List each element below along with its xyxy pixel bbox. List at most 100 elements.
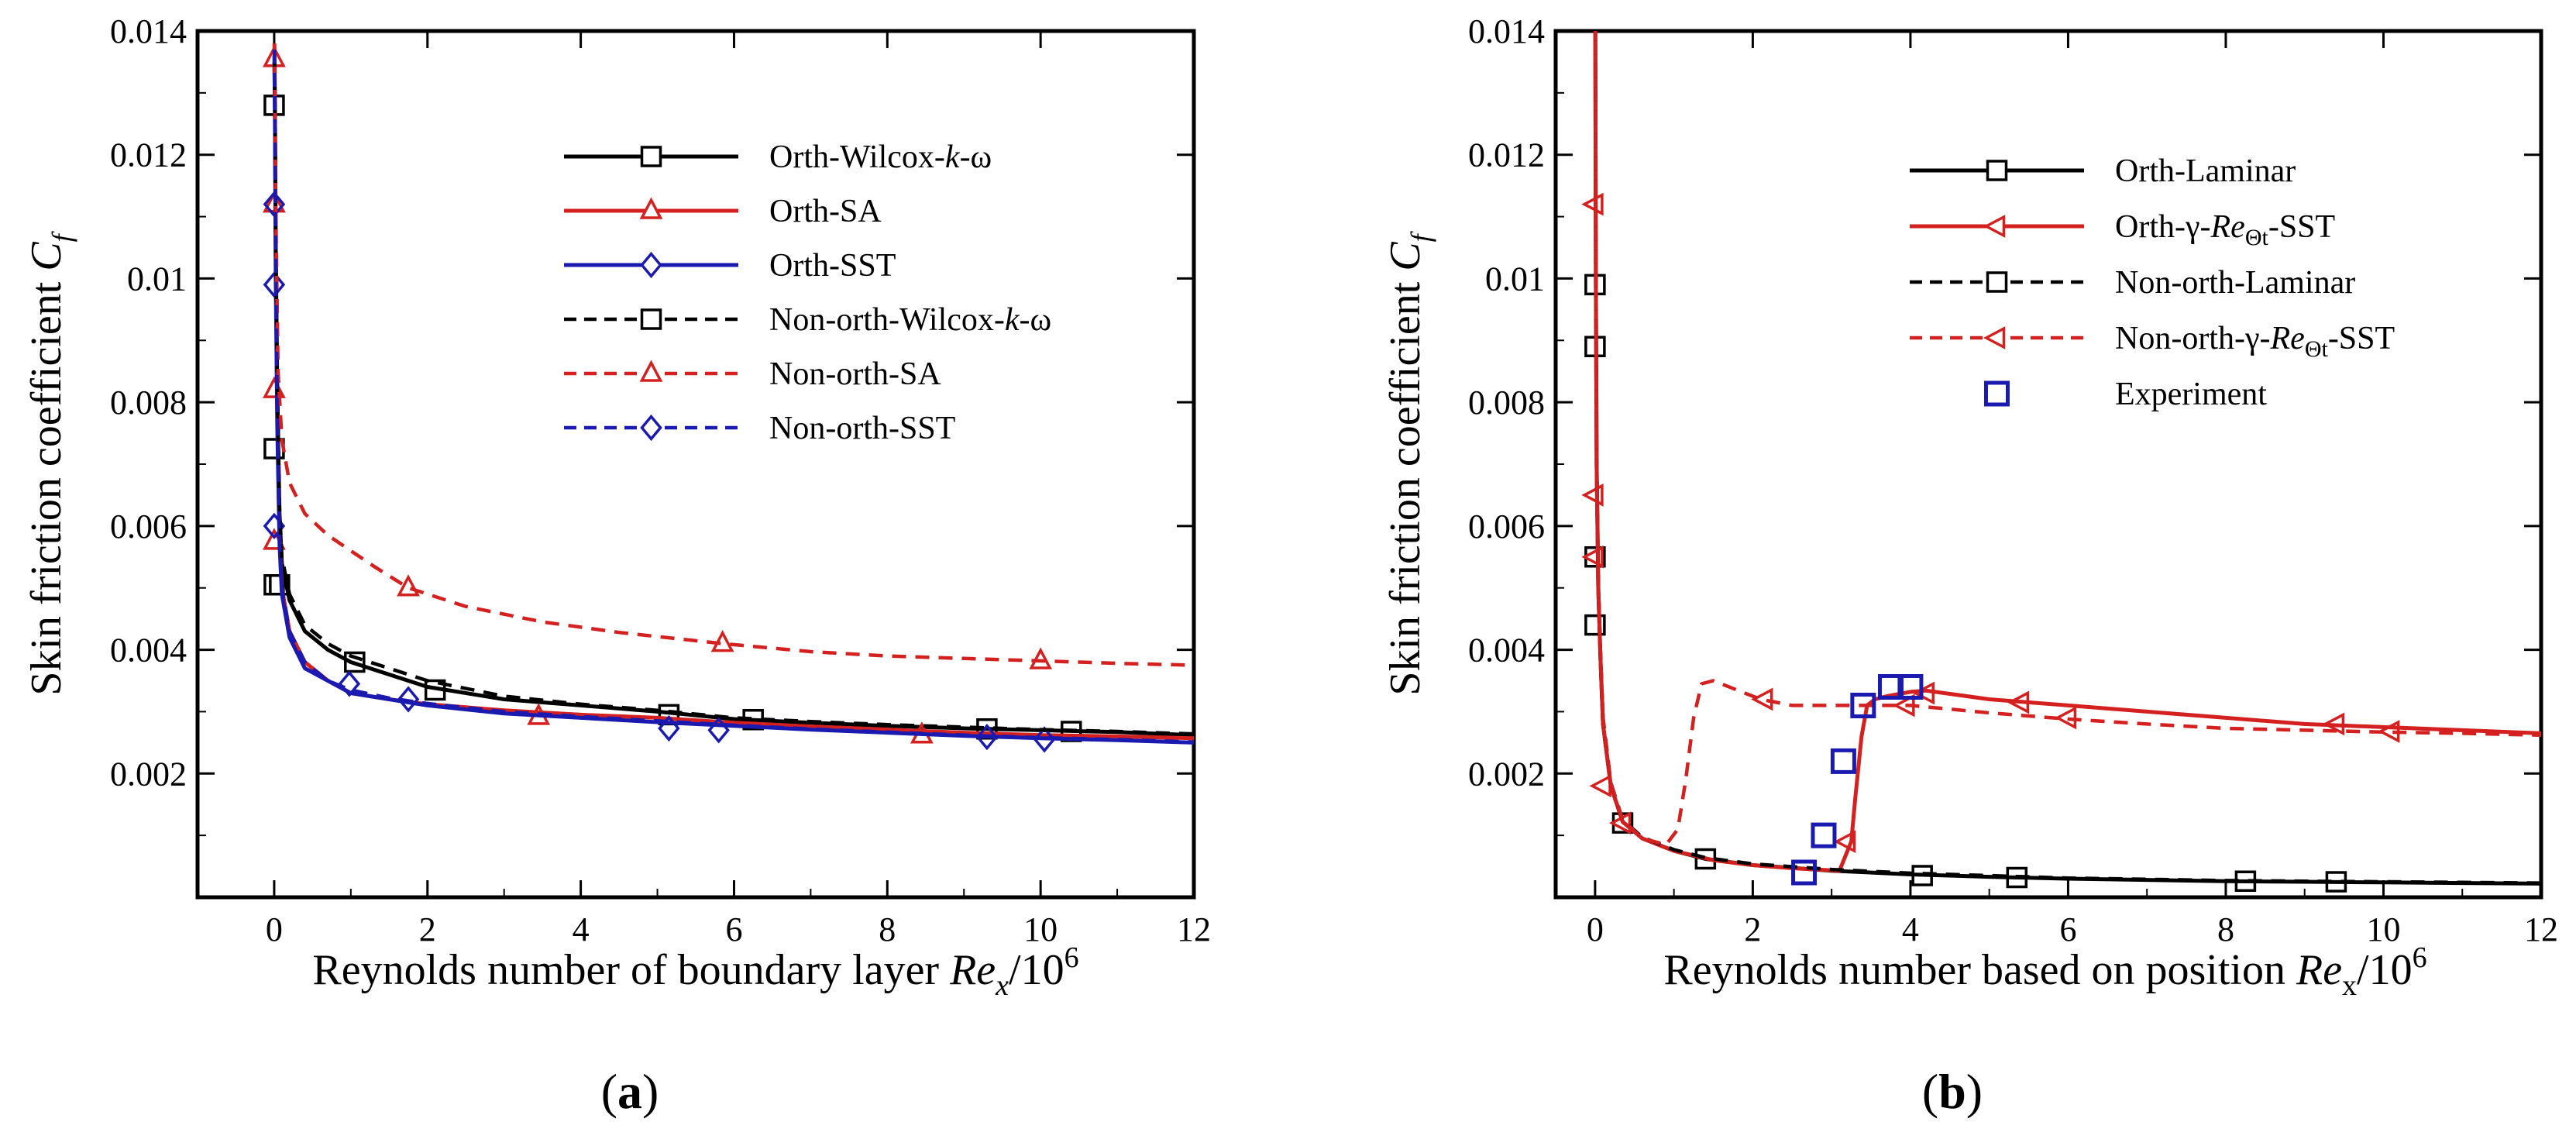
chart-a-ytick-label: 0.01 <box>127 260 187 298</box>
chart-a-marker-4 <box>710 630 734 652</box>
chart-b-xtick-label: 10 <box>2366 910 2400 948</box>
chart-b-ytick-label: 0.006 <box>1468 508 1545 545</box>
chart-a-legend-marker <box>640 414 662 442</box>
chart-b-marker-1 <box>2322 712 2345 736</box>
chart-a-xtick-label: 6 <box>725 910 742 948</box>
chart-b-ytick-label: 0.008 <box>1468 384 1545 422</box>
chart-a-marker-4 <box>1029 647 1053 669</box>
chart-a-xtick-label: 2 <box>419 910 436 948</box>
chart-b-caption: (b) <box>1922 1064 1983 1119</box>
chart-a-series-line-2 <box>272 55 1194 745</box>
chart-b-marker-1 <box>1912 681 1935 705</box>
chart-a-legend-item: Orth-SA <box>564 194 882 229</box>
chart-b-series-line-2 <box>1593 31 2541 885</box>
chart-b-marker-0 <box>2234 870 2257 892</box>
chart-a-legend-label: Orth-Wilcox-k-ω <box>769 139 992 175</box>
chart-a-marker-2 <box>975 724 999 751</box>
chart-a-frame <box>195 29 1196 900</box>
chart-a-ytick-label: 0.008 <box>110 384 187 422</box>
chart-b-ytick-label: 0.01 <box>1485 260 1545 298</box>
chart-b-series-line-3 <box>1593 31 2541 847</box>
chart-b-legend-item: Non-orth-γ-ReΘt-SST <box>1910 321 2395 362</box>
chart-b-ytick-label: 0.004 <box>1468 632 1545 669</box>
chart-a-series <box>263 43 1194 753</box>
chart-a-legend-item: Non-orth-SA <box>564 356 941 392</box>
chart-b-legend-item: Non-orth-Laminar <box>1910 265 2355 301</box>
chart-a-legend: Orth-Wilcox-k-ω Orth-SA Orth-SST Non-orth-W… <box>564 139 1051 446</box>
chart-b-legend-marker <box>1983 326 2006 349</box>
chart-b-ytick-label: 0.014 <box>1468 12 1545 50</box>
chart-a-marker-0 <box>344 651 366 673</box>
chart-a-legend-marker <box>640 146 662 167</box>
chart-a-marker-2 <box>397 686 420 713</box>
chart-b-marker-0 <box>2325 871 2347 893</box>
chart-b-marker-1 <box>1581 484 1604 507</box>
chart-b-ytick-label: 0.012 <box>1468 136 1545 174</box>
chart-a-legend-item: Non-orth-SST <box>564 411 955 446</box>
chart-b-legend-label: Orth-γ-ReΘt-SST <box>2115 209 2335 250</box>
chart-b-legend-label: Experiment <box>2115 377 2267 412</box>
chart-b-legend-marker <box>1986 160 2008 181</box>
chart-b-marker-0 <box>1584 336 1606 358</box>
chart-a-series-line-4 <box>272 43 1194 667</box>
chart-a-xtick-label: 0 <box>266 910 283 948</box>
chart-b-legend-marker <box>1983 215 2006 238</box>
chart-b-series-line-0 <box>1593 31 2541 886</box>
chart-b-xtick-label: 12 <box>2524 910 2558 948</box>
chart-b-marker-4 <box>1811 822 1837 848</box>
chart-b-series-line-1 <box>1593 31 2541 873</box>
chart-a-legend-marker <box>639 197 663 219</box>
chart-b-legend: Orth-Laminar Orth-γ-ReΘt-SST Non-orth-Lami… <box>1910 153 2395 412</box>
chart-a-marker-2 <box>263 271 286 298</box>
chart-a-marker-2 <box>338 670 361 697</box>
chart-b-marker-0 <box>2006 866 2028 889</box>
chart-b-marker-1 <box>1833 830 1856 854</box>
chart-b-marker-0 <box>1694 848 1717 870</box>
chart-b-legend-label: Orth-Laminar <box>2115 153 2296 189</box>
chart-a-marker-0 <box>263 95 285 116</box>
chart-b-marker-4 <box>1850 692 1876 718</box>
chart-a-series-line-5 <box>272 49 1194 744</box>
chart-b-marker-0 <box>1584 274 1606 296</box>
chart-a-legend-item: Non-orth-Wilcox-k-ω <box>564 302 1051 338</box>
chart-a-marker-4 <box>397 574 420 597</box>
chart-b-marker-0 <box>1911 865 1933 886</box>
chart-b-marker-3 <box>2378 720 2400 743</box>
chart-b-marker-0 <box>1584 614 1606 636</box>
chart-b-frame <box>1553 29 2543 900</box>
chart-a-legend-label: Orth-SST <box>769 248 896 284</box>
chart-b-ytick-label: 0.002 <box>1468 755 1545 793</box>
chart-a-ytick-label: 0.006 <box>110 508 187 545</box>
chart-a-legend-label: Non-orth-SA <box>769 356 941 392</box>
chart-b-marker-1 <box>1581 192 1604 216</box>
chart-b-legend-marker <box>1986 271 2008 293</box>
chart-b-marker-1 <box>1581 545 1604 569</box>
chart-b-xtick-label: 8 <box>2217 910 2234 948</box>
chart-a-legend-label: Non-orth-SST <box>769 411 955 446</box>
chart-a-series-line-3 <box>272 55 1194 736</box>
chart-a-xtick-label: 12 <box>1177 910 1211 948</box>
chart-a-legend-label: Orth-SA <box>769 194 882 229</box>
chart-a-ytick-label: 0.004 <box>110 632 187 669</box>
chart-a-marker-2 <box>707 717 730 744</box>
chart-a-ytick-label: 0.012 <box>110 136 187 174</box>
chart-a-legend-marker <box>640 251 662 279</box>
chart-b-marker-3 <box>1893 693 1915 718</box>
chart-b-legend-label: Non-orth-γ-ReΘt-SST <box>2115 321 2395 362</box>
chart-a-marker-2 <box>658 714 680 742</box>
chart-b-ylabel: Skin friction coefficient Cf <box>1381 230 1436 695</box>
chart-a-axis-ticks: 0 2 4 6 8 10 12 0.002 0.004 0.006 0.008 0.01 0.012 0.… <box>110 12 1211 948</box>
chart-b-legend-item: Orth-Laminar <box>1910 153 2296 189</box>
chart-a-ytick-label: 0.014 <box>110 12 187 50</box>
chart-a-ylabel: Skin friction coefficient Cf <box>22 230 77 695</box>
chart-a-legend-item: Orth-SST <box>564 248 896 284</box>
chart-a-legend-marker <box>640 308 662 330</box>
chart-b-xtick-label: 6 <box>2059 910 2076 948</box>
chart-b-series <box>1581 31 2541 893</box>
chart-a-series-line-0 <box>272 61 1194 738</box>
chart-b-xtick-label: 0 <box>1587 910 1604 948</box>
chart-a-xtick-label: 8 <box>879 910 896 948</box>
chart-b-axis-ticks: 0 2 4 6 8 10 12 0.002 0.004 0.006 0.008 0.01 0.012 0.… <box>1468 12 2558 948</box>
chart-b-xlabel: Reynolds number based on position Rex/10… <box>1663 941 2426 1002</box>
